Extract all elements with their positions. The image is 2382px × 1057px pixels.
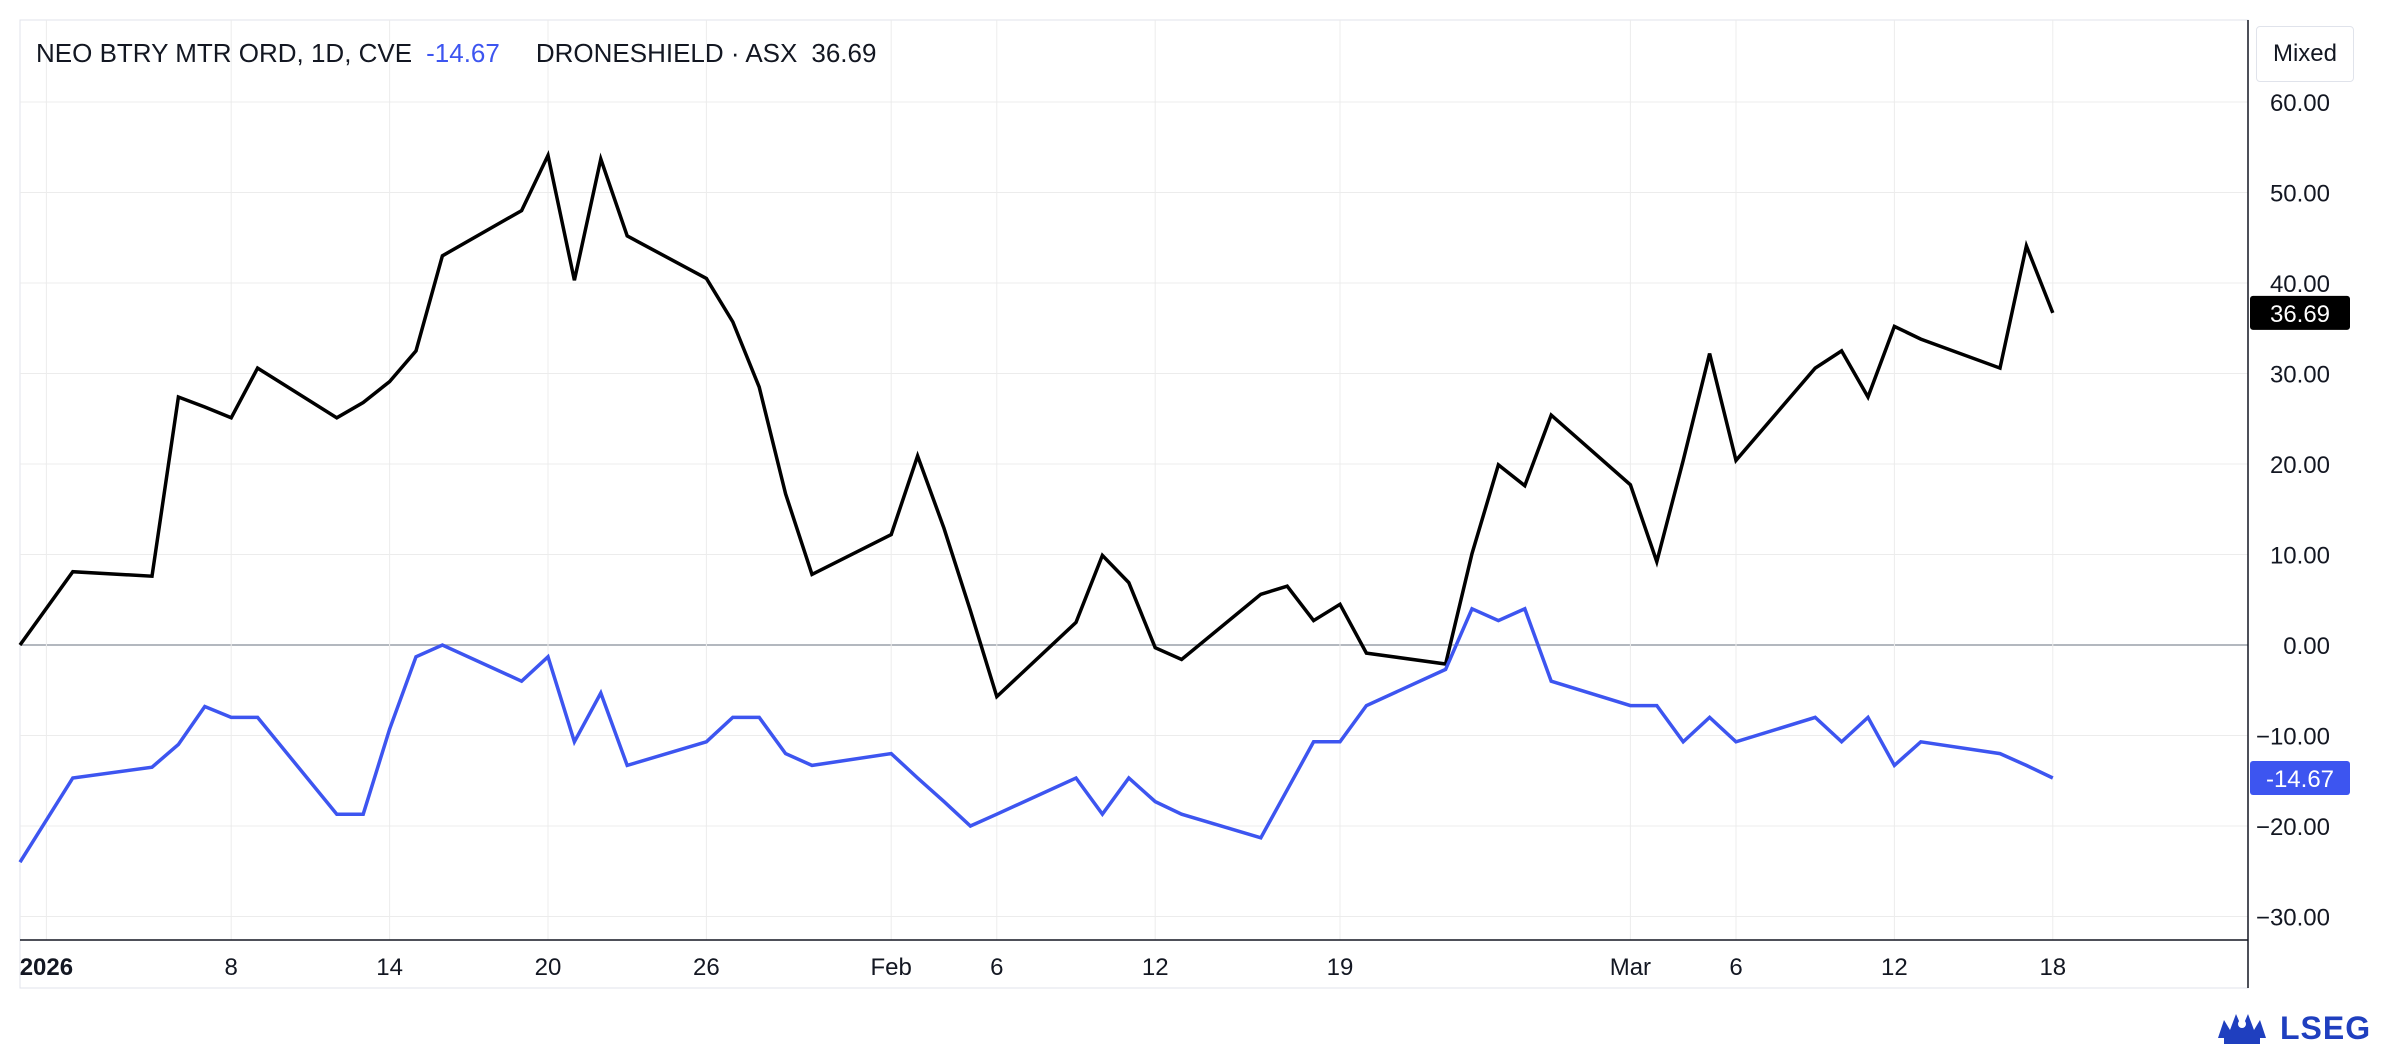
y-tick-label: −10.00: [2256, 724, 2330, 751]
series-line-neo: [18, 606, 2054, 864]
legend-series-droneshield-label: DRONESHIELD · ASX: [535, 38, 798, 68]
x-tick-label: 12: [1142, 954, 1169, 981]
x-tick-label: 6: [990, 954, 1003, 981]
y-tick-label: −30.00: [2256, 905, 2330, 932]
last-price-label-droneshield: 36.69: [2270, 301, 2330, 328]
x-tick-label: 20: [535, 954, 562, 981]
x-tick-label: Mar: [1610, 954, 1651, 981]
x-tick-label: 19: [1327, 954, 1354, 981]
x-tick-label: 18: [2039, 954, 2066, 981]
brand-logo: LSEG: [2214, 1008, 2371, 1048]
x-tick-label: 12: [1881, 954, 1908, 981]
y-tick-label: 20.00: [2270, 452, 2330, 479]
x-tick-label: Feb: [871, 954, 912, 981]
last-price-tag-droneshield: [2250, 295, 2350, 330]
x-tick-label: 2026: [20, 954, 73, 981]
y-tick-label: 50.00: [2270, 181, 2330, 208]
legend-series-droneshield-value: 36.69: [811, 38, 877, 68]
legend-series-neo-value: -14.67: [426, 38, 500, 68]
brand-name: LSEG: [2280, 1009, 2372, 1046]
y-tick-label: 10.00: [2270, 543, 2330, 570]
y-tick-label: 0.00: [2283, 633, 2330, 660]
scale-mode-button[interactable]: Mixed: [2256, 26, 2354, 82]
y-tick-label: 30.00: [2270, 362, 2330, 389]
x-tick-label: 14: [376, 954, 403, 981]
last-price-label-neo: -14.67: [2266, 766, 2334, 793]
lion-crest-icon: [2218, 1014, 2266, 1044]
y-tick-label: 60.00: [2270, 90, 2330, 117]
series-line-droneshield: [18, 149, 2055, 700]
x-tick-label: 6: [1729, 954, 1742, 981]
plot-frame: [19, 19, 2249, 989]
x-tick-label: 8: [225, 954, 238, 981]
chart-legend: NEO BTRY MTR ORD, 1D, CVE -14.67 DRONESH…: [36, 38, 876, 69]
y-tick-label: 40.00: [2270, 271, 2330, 298]
legend-series-neo-label: NEO BTRY MTR ORD, 1D, CVE: [36, 38, 413, 68]
x-tick-label: 26: [693, 954, 720, 981]
y-tick-label: −20.00: [2256, 814, 2330, 841]
last-price-tag-neo: [2250, 761, 2350, 796]
